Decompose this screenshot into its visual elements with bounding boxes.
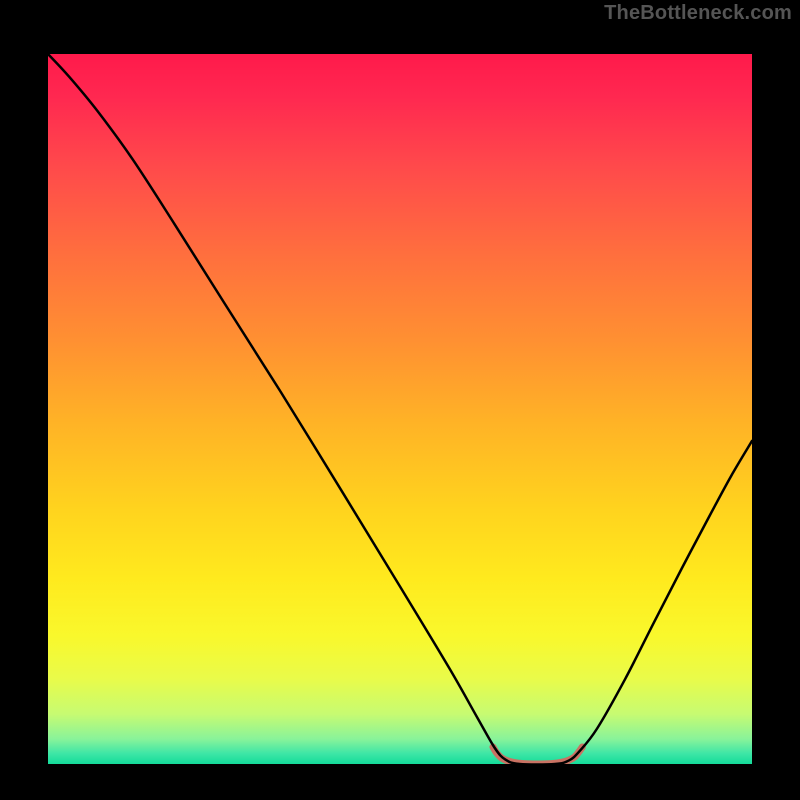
chart-background-gradient	[48, 54, 752, 764]
bottleneck-chart	[0, 0, 800, 800]
